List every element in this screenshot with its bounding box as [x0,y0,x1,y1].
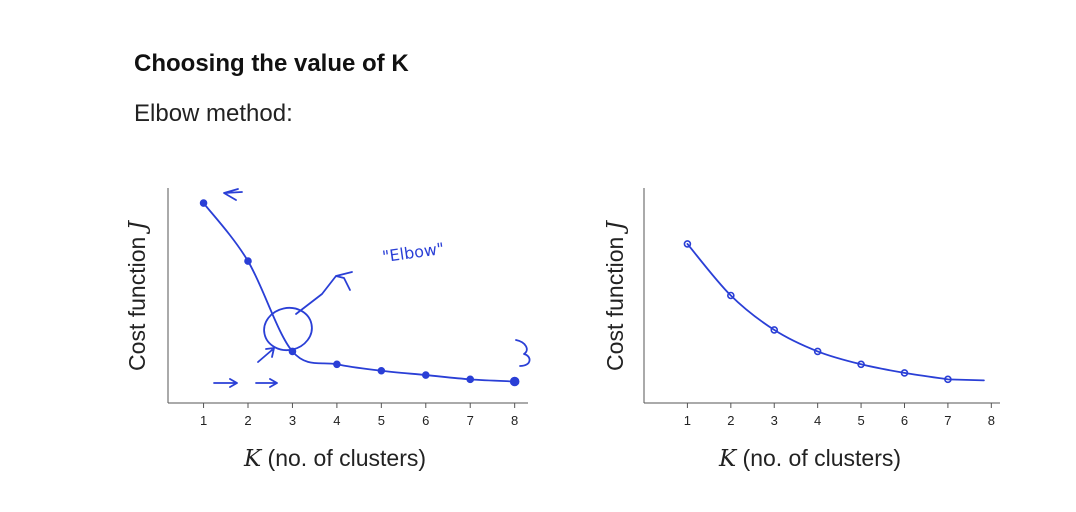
data-point [421,371,430,379]
x-tick-label: 8 [511,413,518,428]
right-y-axis-label: Cost function J [602,219,629,371]
x-tick-label: 2 [727,413,734,428]
data-point [900,369,909,377]
left-points [199,199,520,387]
elbow-circle [263,306,313,352]
data-point [199,199,208,207]
right-points [683,240,952,384]
left-x-axis-label: K (no. of clusters) [243,445,426,472]
data-point [727,291,735,300]
data-point [944,375,952,384]
x-tick-label: 7 [467,413,474,428]
x-tick-label: 3 [289,413,296,428]
x-tick-label: 2 [244,413,251,428]
left-y-axis-label: Cost function J [124,219,151,371]
slide-subtitle: Elbow method: [134,100,293,127]
right-chart: 1 2 3 4 5 6 7 8 Cost function J K (no. of clust… [602,188,1000,472]
x-tick-label: 6 [901,413,908,428]
elbow-annotation: "Elbow" [381,239,445,266]
x-tick-label: 5 [857,413,864,428]
x-tick-label: 1 [684,413,691,428]
x-tick-label: 6 [422,413,429,428]
data-point [377,366,386,375]
data-point [770,326,779,334]
left-chart: 1 2 3 4 5 6 7 8 Cost function J K (no. of clust… [124,188,531,472]
arrow-annotation-low [257,347,275,363]
data-point [857,360,865,369]
left-series-line [202,202,516,383]
arrow-annotation-bottom [213,378,278,388]
data-point [244,257,252,265]
x-tick-label: 3 [771,413,778,428]
right-series-line [686,243,985,382]
left-ticks: 1 2 3 4 5 6 7 8 [200,403,518,428]
x-tick-label: 5 [378,413,385,428]
x-tick-label: 4 [814,413,821,428]
right-x-axis-label: K (no. of clusters) [718,445,901,472]
slide-title: Choosing the value of K [134,50,409,77]
data-point [333,360,341,369]
data-point [813,347,822,356]
data-point [509,376,520,387]
scribble-3 [515,339,531,367]
data-point [466,375,475,384]
elbow-pointer [295,271,353,315]
x-tick-label: 7 [944,413,951,428]
x-tick-label: 4 [333,413,340,428]
x-tick-label: 1 [200,413,207,428]
arrow-annotation-k1 [223,188,243,201]
x-tick-label: 8 [988,413,995,428]
data-point [683,240,692,248]
right-ticks: 1 2 3 4 5 6 7 8 [684,403,995,428]
